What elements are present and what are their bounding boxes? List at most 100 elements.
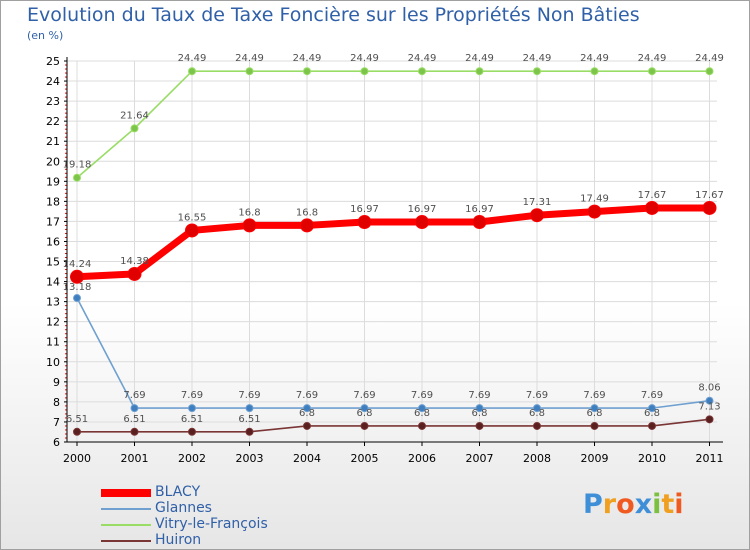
y-tick-label: 18 [46, 195, 60, 208]
y-tick-label: 22 [46, 115, 60, 128]
data-label-huiron: 6.8 [414, 408, 430, 419]
data-label-blacy: 14.38 [120, 256, 149, 267]
data-point-glannes [360, 404, 369, 413]
data-label-blacy: 16.55 [178, 212, 207, 223]
x-tick-label: 2011 [696, 452, 724, 465]
data-point-huiron [130, 427, 139, 436]
legend-item-vitry-le-francois: Vitry-le-François [101, 516, 401, 533]
data-label-vitry-le-francois: 24.49 [638, 53, 667, 64]
legend-label: Glannes [155, 500, 212, 516]
series-line-huiron [77, 418, 710, 433]
x-tick-label: 2002 [178, 452, 206, 465]
y-tick-label: 7 [53, 416, 60, 429]
x-tick-label: 2003 [236, 452, 264, 465]
data-point-blacy [185, 223, 199, 238]
data-label-vitry-le-francois: 24.49 [350, 53, 379, 64]
series-line-blacy [76, 204, 710, 281]
data-point-huiron [73, 427, 81, 436]
data-label-huiron: 6.51 [66, 414, 88, 425]
legend-label: Huiron [155, 532, 202, 548]
data-point-vitry-le-francois [475, 67, 484, 76]
data-point-vitry-le-francois [705, 67, 714, 76]
data-label-vitry-le-francois: 24.49 [293, 53, 322, 64]
data-label-blacy: 16.97 [350, 204, 379, 215]
data-label-vitry-le-francois: 24.49 [695, 53, 724, 64]
data-point-blacy [702, 200, 717, 215]
data-point-vitry-le-francois [130, 124, 139, 133]
data-point-blacy [645, 200, 659, 215]
x-tick-label: 2005 [351, 452, 379, 465]
series-line-vitry-le-francois [76, 70, 710, 179]
data-label-blacy: 16.8 [296, 207, 318, 218]
data-point-glannes [590, 404, 599, 413]
data-label-glannes: 7.69 [238, 390, 260, 401]
y-tick-label: 15 [46, 256, 60, 269]
logo-letter: P [583, 489, 603, 520]
axes: 6 7 8 9 10 11 12 13 14 15 16 17 18 19 20 21 22 23 24 25 2000… [46, 55, 724, 465]
data-point-glannes [73, 294, 81, 303]
y-tick-label: 19 [46, 175, 60, 188]
data-label-huiron: 6.51 [181, 414, 203, 425]
data-point-blacy [530, 208, 544, 223]
x-tick-label: 2010 [638, 452, 666, 465]
data-point-vitry-le-francois [245, 67, 254, 76]
legend-swatch [101, 524, 151, 526]
legend-label: BLACY [155, 484, 201, 500]
x-tick-label: 2007 [466, 452, 494, 465]
legend-label: Vitry-le-François [155, 516, 268, 532]
data-point-huiron [533, 421, 541, 430]
data-point-glannes [130, 404, 139, 413]
data-point-huiron [303, 421, 311, 430]
x-tick-label: 2008 [523, 452, 551, 465]
y-tick-label: 9 [53, 376, 60, 389]
data-label-blacy: 17.67 [695, 190, 724, 201]
data-label-blacy: 17.31 [523, 197, 552, 208]
x-tick-label: 2001 [121, 452, 149, 465]
legend-swatch [101, 489, 151, 497]
data-label-glannes: 7.69 [353, 390, 375, 401]
y-tick-label: 11 [46, 336, 60, 349]
data-point-huiron [475, 421, 484, 430]
y-tick-label: 23 [46, 95, 60, 108]
data-label-huiron: 7.13 [698, 401, 720, 412]
data-point-blacy [472, 215, 487, 230]
logo-letter: x [634, 489, 653, 520]
y-tick-label: 13 [46, 296, 60, 309]
data-label-vitry-le-francois: 21.64 [120, 110, 149, 121]
y-tick-label: 17 [46, 215, 60, 228]
data-point-glannes [303, 404, 311, 413]
series-lines [70, 67, 717, 436]
data-point-huiron [360, 421, 369, 430]
data-label-blacy: 17.49 [580, 194, 609, 205]
y-tick-label: 25 [46, 55, 60, 68]
data-label-blacy: 16.97 [408, 204, 437, 215]
logo-letter: i [674, 489, 684, 520]
data-label-huiron: 6.8 [529, 408, 545, 419]
x-tick-label: 2000 [63, 452, 91, 465]
data-label-vitry-le-francois: 24.49 [178, 53, 207, 64]
data-point-blacy [70, 269, 84, 284]
y-tick-label: 24 [46, 75, 60, 88]
y-tick-label: 21 [46, 135, 60, 148]
data-point-vitry-le-francois [590, 67, 599, 76]
data-label-huiron: 6.8 [357, 408, 373, 419]
data-point-vitry-le-francois [648, 67, 656, 76]
y-tick-label: 20 [46, 155, 60, 168]
data-label-glannes: 8.06 [698, 383, 720, 394]
series-line-glannes [76, 297, 710, 409]
data-label-glannes: 7.69 [181, 390, 203, 401]
y-tick-label: 6 [53, 436, 60, 449]
y-tick-label: 12 [46, 316, 60, 329]
logo-letter: t [661, 489, 675, 520]
x-tick-label: 2006 [408, 452, 436, 465]
legend-swatch [101, 540, 151, 542]
data-point-glannes [533, 404, 541, 413]
logo-letter: r [602, 489, 617, 520]
y-tick-label: 16 [46, 235, 60, 248]
data-point-huiron [590, 421, 599, 430]
proxiti-logo: Proxiti [583, 489, 684, 520]
data-label-huiron: 6.51 [238, 414, 260, 425]
data-point-huiron [705, 415, 714, 424]
data-label-vitry-le-francois: 24.49 [235, 53, 264, 64]
